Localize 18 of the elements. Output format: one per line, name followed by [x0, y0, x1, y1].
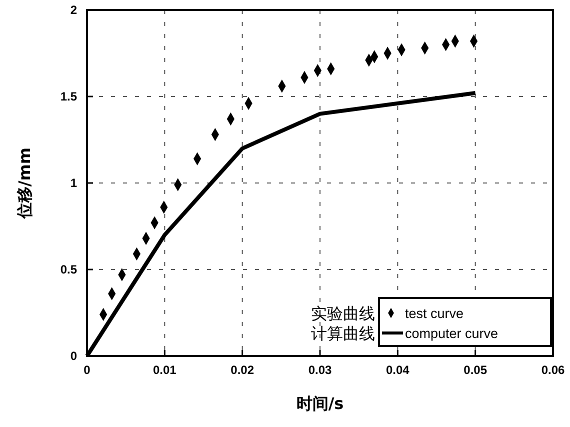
- x-tick-label: 0.02: [230, 363, 254, 377]
- x-tick-label: 0.06: [541, 363, 565, 377]
- y-tick-label: 1.5: [60, 90, 78, 104]
- x-axis-title: 时间/s: [296, 394, 344, 413]
- x-tick-label: 0: [84, 363, 91, 377]
- x-tick-label: 0.01: [152, 363, 177, 377]
- annotation: 计算曲线: [311, 324, 375, 343]
- x-tick-label: 0.04: [386, 363, 410, 377]
- x-tick-label: 0.03: [308, 363, 332, 377]
- y-tick-label: 2: [70, 3, 78, 17]
- y-tick-label: 1: [70, 176, 78, 190]
- legend-label: computer curve: [405, 326, 498, 341]
- y-tick-label: 0.5: [60, 262, 78, 276]
- x-tick-label: 0.05: [464, 363, 488, 377]
- y-tick-label: 0: [70, 349, 78, 363]
- annotation: 实验曲线: [311, 304, 375, 323]
- y-axis-title: 位移/mm: [15, 147, 34, 220]
- legend-label: test curve: [405, 306, 464, 321]
